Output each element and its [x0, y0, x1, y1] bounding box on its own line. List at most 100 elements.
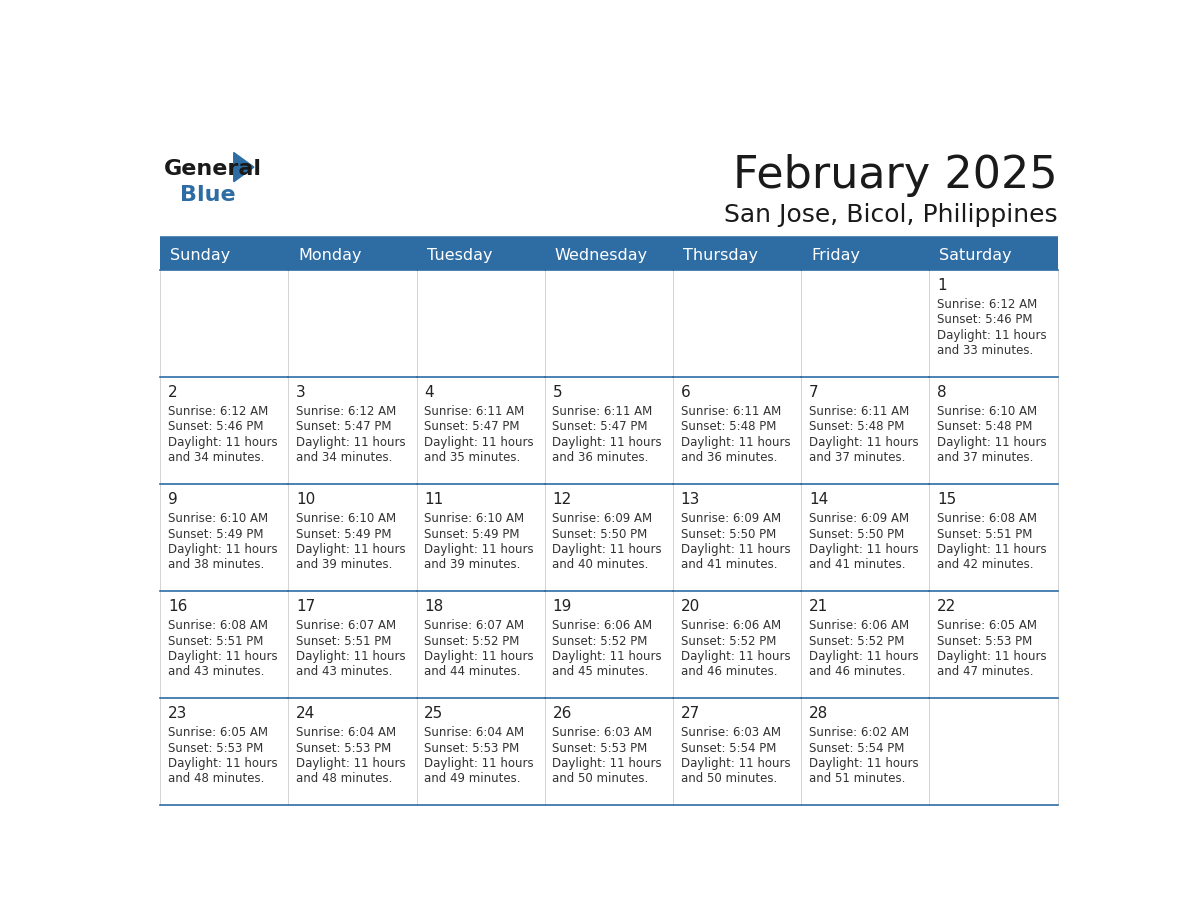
Text: Sunset: 5:53 PM: Sunset: 5:53 PM [937, 634, 1032, 647]
Bar [417, 377, 545, 485]
Bar [545, 485, 672, 591]
Text: Sunrise: 6:07 AM: Sunrise: 6:07 AM [296, 619, 397, 633]
Text: Daylight: 11 hours: Daylight: 11 hours [424, 436, 533, 449]
Text: Sunrise: 6:04 AM: Sunrise: 6:04 AM [424, 726, 524, 739]
Text: Daylight: 11 hours: Daylight: 11 hours [296, 543, 406, 556]
Bar [160, 377, 289, 485]
Text: Sunrise: 6:05 AM: Sunrise: 6:05 AM [168, 726, 267, 739]
Text: and 36 minutes.: and 36 minutes. [681, 452, 777, 465]
Text: Sunset: 5:51 PM: Sunset: 5:51 PM [937, 528, 1032, 541]
Text: Daylight: 11 hours: Daylight: 11 hours [681, 650, 790, 663]
Text: and 37 minutes.: and 37 minutes. [937, 452, 1034, 465]
Bar [160, 270, 289, 377]
Text: Sunrise: 6:02 AM: Sunrise: 6:02 AM [809, 726, 909, 739]
Text: Sunrise: 6:12 AM: Sunrise: 6:12 AM [168, 405, 268, 418]
Text: Thursday: Thursday [683, 248, 758, 263]
Text: Daylight: 11 hours: Daylight: 11 hours [296, 650, 406, 663]
Text: Daylight: 11 hours: Daylight: 11 hours [552, 543, 662, 556]
Text: Sunset: 5:47 PM: Sunset: 5:47 PM [296, 420, 392, 433]
Text: Daylight: 11 hours: Daylight: 11 hours [552, 436, 662, 449]
Text: 1: 1 [937, 278, 947, 293]
Polygon shape [234, 152, 254, 182]
Text: and 49 minutes.: and 49 minutes. [424, 772, 520, 786]
Text: 24: 24 [296, 706, 315, 722]
Text: 4: 4 [424, 385, 434, 400]
Text: Daylight: 11 hours: Daylight: 11 hours [681, 436, 790, 449]
Text: 14: 14 [809, 492, 828, 507]
Text: 10: 10 [296, 492, 315, 507]
Text: Sunrise: 6:03 AM: Sunrise: 6:03 AM [552, 726, 652, 739]
Bar [929, 591, 1057, 699]
Text: Sunrise: 6:09 AM: Sunrise: 6:09 AM [552, 512, 652, 525]
Text: and 33 minutes.: and 33 minutes. [937, 344, 1034, 357]
Text: and 38 minutes.: and 38 minutes. [168, 558, 264, 571]
Text: Sunset: 5:52 PM: Sunset: 5:52 PM [681, 634, 776, 647]
Bar [417, 591, 545, 699]
Text: Sunset: 5:53 PM: Sunset: 5:53 PM [296, 742, 391, 755]
Bar [801, 485, 929, 591]
Text: and 39 minutes.: and 39 minutes. [424, 558, 520, 571]
Bar [160, 485, 289, 591]
Text: and 41 minutes.: and 41 minutes. [681, 558, 777, 571]
Text: and 37 minutes.: and 37 minutes. [809, 452, 905, 465]
Text: and 36 minutes.: and 36 minutes. [552, 452, 649, 465]
Text: Sunset: 5:51 PM: Sunset: 5:51 PM [296, 634, 392, 647]
Text: Sunset: 5:52 PM: Sunset: 5:52 PM [552, 634, 647, 647]
Text: Sunrise: 6:08 AM: Sunrise: 6:08 AM [937, 512, 1037, 525]
Text: Wednesday: Wednesday [555, 248, 647, 263]
Text: and 35 minutes.: and 35 minutes. [424, 452, 520, 465]
Text: 6: 6 [681, 385, 690, 400]
Text: Sunset: 5:50 PM: Sunset: 5:50 PM [809, 528, 904, 541]
Bar [801, 699, 929, 805]
Text: Sunrise: 6:11 AM: Sunrise: 6:11 AM [552, 405, 652, 418]
Text: Sunrise: 6:11 AM: Sunrise: 6:11 AM [681, 405, 781, 418]
Text: Daylight: 11 hours: Daylight: 11 hours [681, 543, 790, 556]
Text: February 2025: February 2025 [733, 154, 1057, 197]
Text: Daylight: 11 hours: Daylight: 11 hours [809, 757, 918, 770]
Text: and 39 minutes.: and 39 minutes. [296, 558, 392, 571]
Text: 3: 3 [296, 385, 305, 400]
Text: Sunset: 5:54 PM: Sunset: 5:54 PM [681, 742, 776, 755]
Text: Sunrise: 6:10 AM: Sunrise: 6:10 AM [424, 512, 524, 525]
Text: Daylight: 11 hours: Daylight: 11 hours [168, 757, 278, 770]
Text: Sunrise: 6:07 AM: Sunrise: 6:07 AM [424, 619, 524, 633]
Text: Sunrise: 6:09 AM: Sunrise: 6:09 AM [809, 512, 909, 525]
Text: Sunset: 5:53 PM: Sunset: 5:53 PM [552, 742, 647, 755]
Text: Sunset: 5:49 PM: Sunset: 5:49 PM [424, 528, 520, 541]
Bar [289, 270, 417, 377]
Text: Sunset: 5:52 PM: Sunset: 5:52 PM [424, 634, 519, 647]
Text: 5: 5 [552, 385, 562, 400]
Text: Sunset: 5:46 PM: Sunset: 5:46 PM [168, 420, 264, 433]
Text: and 43 minutes.: and 43 minutes. [296, 666, 392, 678]
Text: Blue: Blue [179, 185, 235, 205]
Text: and 44 minutes.: and 44 minutes. [424, 666, 520, 678]
Text: Daylight: 11 hours: Daylight: 11 hours [424, 543, 533, 556]
Text: Daylight: 11 hours: Daylight: 11 hours [937, 436, 1047, 449]
Text: 19: 19 [552, 599, 571, 614]
Text: Daylight: 11 hours: Daylight: 11 hours [424, 650, 533, 663]
Text: 17: 17 [296, 599, 315, 614]
Text: 21: 21 [809, 599, 828, 614]
Text: Sunrise: 6:06 AM: Sunrise: 6:06 AM [809, 619, 909, 633]
Text: Sunrise: 6:09 AM: Sunrise: 6:09 AM [681, 512, 781, 525]
Bar [672, 270, 801, 377]
Text: Sunset: 5:49 PM: Sunset: 5:49 PM [168, 528, 264, 541]
Text: Sunday: Sunday [170, 248, 230, 263]
Text: Sunset: 5:47 PM: Sunset: 5:47 PM [552, 420, 647, 433]
Text: 25: 25 [424, 706, 443, 722]
Bar [672, 377, 801, 485]
Bar [417, 699, 545, 805]
Text: Sunrise: 6:10 AM: Sunrise: 6:10 AM [937, 405, 1037, 418]
Text: 15: 15 [937, 492, 956, 507]
Text: Friday: Friday [811, 248, 860, 263]
Bar [289, 377, 417, 485]
Text: and 41 minutes.: and 41 minutes. [809, 558, 905, 571]
Text: Sunrise: 6:12 AM: Sunrise: 6:12 AM [296, 405, 397, 418]
Text: Daylight: 11 hours: Daylight: 11 hours [809, 436, 918, 449]
Text: Sunset: 5:46 PM: Sunset: 5:46 PM [937, 313, 1032, 327]
Text: Sunset: 5:47 PM: Sunset: 5:47 PM [424, 420, 520, 433]
Bar [929, 270, 1057, 377]
Text: 28: 28 [809, 706, 828, 722]
Text: 7: 7 [809, 385, 819, 400]
Text: and 47 minutes.: and 47 minutes. [937, 666, 1034, 678]
